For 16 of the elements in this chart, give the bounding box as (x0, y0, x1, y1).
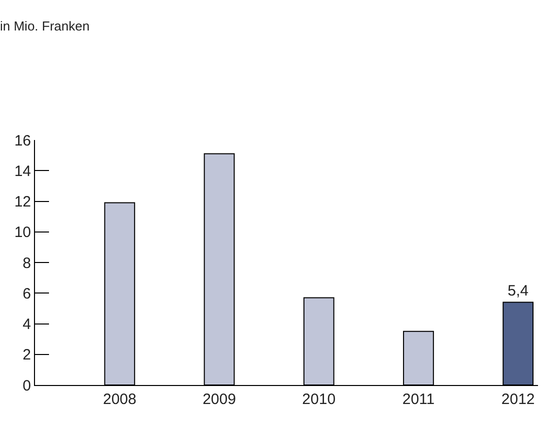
y-tick-label: 14 (14, 162, 31, 180)
y-tick-label: 2 (22, 346, 31, 364)
y-tick-label: 8 (22, 254, 31, 272)
x-tick-label: 2010 (302, 391, 336, 408)
x-tick-label: 2011 (402, 391, 435, 408)
y-tick-label: 16 (14, 132, 31, 150)
y-tick-label: 6 (22, 285, 31, 302)
chart-title: in Mio. Franken (0, 18, 90, 34)
y-tick-label: 0 (22, 377, 31, 394)
y-tick-label: 4 (22, 316, 31, 333)
y-tick-label: 10 (14, 224, 31, 242)
x-tick-label: 2008 (102, 391, 136, 408)
data-label: 5,4 (508, 282, 529, 300)
x-tick-label: 2012 (501, 391, 535, 408)
y-tick-label: 12 (14, 194, 31, 210)
x-tick-label: 2009 (202, 391, 236, 408)
